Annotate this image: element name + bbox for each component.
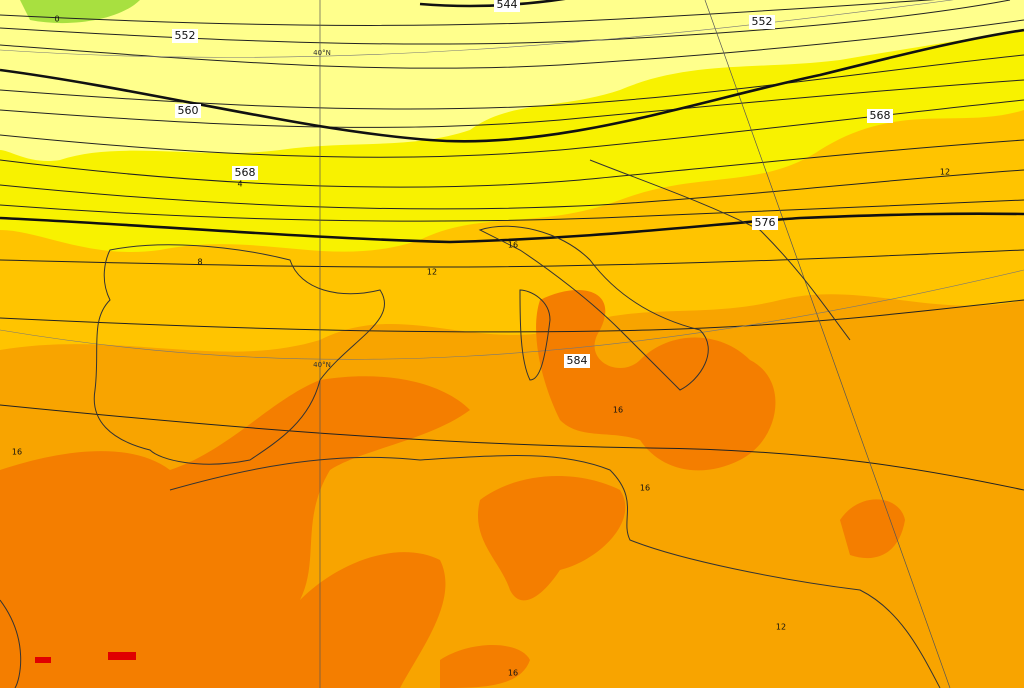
- temperature-label: 0: [54, 15, 59, 24]
- label-background: [232, 166, 258, 180]
- label-background: [752, 216, 778, 230]
- label-background: [172, 29, 198, 43]
- temperature-label: 12: [427, 268, 437, 277]
- geopotential-label: 552: [752, 15, 773, 28]
- geopotential-label: 552: [175, 29, 196, 42]
- geopotential-label: 576: [755, 216, 776, 229]
- zone-red: [35, 657, 51, 663]
- zone-dark-orange: [840, 499, 905, 559]
- zone-red: [108, 652, 136, 660]
- zone-dark-orange: [477, 476, 626, 601]
- temperature-label: 12: [776, 623, 786, 632]
- zone-dark-orange: [536, 290, 776, 471]
- latitude-label: 40°N: [313, 361, 331, 369]
- temperature-label: 16: [508, 241, 518, 250]
- coastlines: [0, 159, 941, 688]
- geopotential-label: 568: [235, 166, 256, 179]
- label-background: [749, 15, 775, 29]
- temperature-label: 8: [197, 258, 202, 267]
- geopotential-label: 584: [567, 354, 588, 367]
- zone-light-yellow: [0, 0, 1024, 162]
- geopotential-label: 568: [870, 109, 891, 122]
- temperature-label: 16: [640, 484, 650, 493]
- geopotential-label: 544: [497, 0, 518, 11]
- temperature-label: 16: [613, 406, 623, 415]
- label-background: [564, 354, 590, 368]
- latitude-label: 40°N: [313, 49, 331, 57]
- label-background: [867, 109, 893, 123]
- temperature-label: 16: [12, 448, 22, 457]
- geopotential-label: 560: [178, 104, 199, 117]
- temperature-label: 4: [237, 180, 242, 189]
- temperature-label: 12: [940, 168, 950, 177]
- temperature-label: 16: [508, 669, 518, 678]
- labels: 544 552 552 560 568 568 576 584 0 4 8 12 16 12 16 16 16 1…: [12, 0, 950, 678]
- zone-dark-orange: [0, 376, 470, 688]
- label-background: [494, 0, 520, 12]
- label-background: [175, 104, 201, 118]
- zone-dark-orange: [440, 645, 530, 688]
